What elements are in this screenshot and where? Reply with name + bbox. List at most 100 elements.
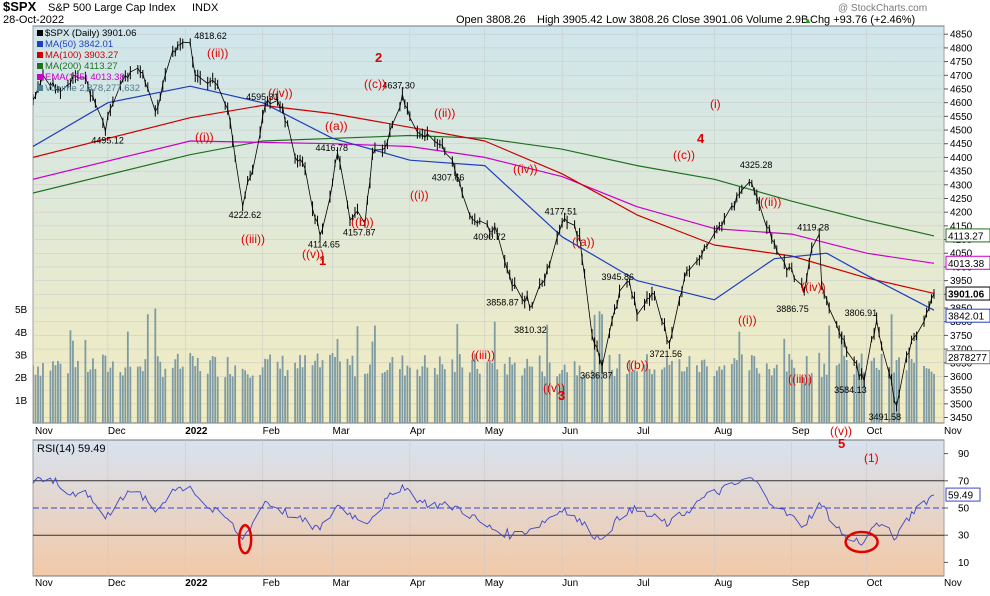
volume-bar [548,362,551,423]
volume-bar [441,364,444,423]
volume-bar [681,371,683,423]
volume-bar [631,371,633,423]
volume-bar [141,371,144,423]
volume-bar [626,374,628,423]
price-tick-label: 4200 [950,208,973,219]
volume-bar [696,365,698,423]
volume-bar [92,358,94,423]
price-tick-label: 4650 [950,84,973,95]
wave-label: ((a)) [325,119,348,133]
volume-bar [820,377,823,423]
volume-bar [933,373,935,423]
volume-bar [69,330,72,423]
volume-bar [735,360,738,423]
legend-entry: Volume 2,878,277,632 [45,83,140,94]
volume-bar [611,369,613,423]
volume-bar [773,368,776,423]
price-annotation: 3721.56 [649,349,682,359]
x-tick-label: Jun [562,426,578,437]
volume-bar [389,362,391,423]
volume-bar [154,308,157,423]
volume-bar [636,371,638,423]
volume-bar [666,357,668,423]
open-value: Open 3808.26 [456,14,526,26]
volume-bar [528,366,531,423]
price-tick-label: 4750 [950,57,973,68]
volume-bar [853,374,856,423]
exchange: INDX [192,2,219,14]
volume-bar [720,369,723,423]
volume-bar [805,356,808,423]
last-value-tag [945,228,990,243]
volume-bar [895,360,898,423]
wave-label: 1 [319,253,326,268]
last-value-tag [945,308,990,323]
volume-bar [164,368,167,423]
volume-bar [713,376,716,423]
volume-bar [436,374,439,423]
volume-bar [384,371,386,423]
volume-bar [181,366,184,423]
x-tick-label: Nov [35,426,53,437]
volume-bar [823,363,826,423]
volume-bar [311,365,314,423]
volume-bar [54,365,57,423]
volume-bar [39,375,42,423]
volume-bar [226,356,229,423]
volume-bar [653,369,656,423]
wave-labels: ((ii))((i))((iii))((iv))((v))1((a))((b))… [195,46,879,465]
volume-tag-label: 2878277 [948,353,987,364]
volume-bar [261,367,264,423]
ma200-line [33,134,935,237]
volume-bar [566,372,569,423]
rsi-x-tick-label: Nov [35,578,53,589]
price-annotation: 4177.51 [545,206,578,216]
volume-bar [478,373,481,423]
wave-label: 3 [558,388,565,403]
price-tick-label: 4150 [950,221,973,232]
price-tick-label: 3800 [950,317,973,328]
volume-bar [94,368,97,423]
x-tick-label: Apr [410,426,426,437]
volume-bar [613,376,616,423]
volume-bar [508,357,511,423]
volume-bar [374,325,376,423]
volume-bar [174,359,177,423]
volume-bar [750,355,753,423]
volume-bar [541,371,544,423]
price-panel [32,25,945,424]
x-tick-label: 2022 [185,426,208,437]
legend-entry: MA(200) 4113.27 [45,61,118,72]
price-annotation: 4090.72 [473,232,506,242]
volume-bar [109,367,112,423]
volume-bar [416,369,419,423]
price-annotation: 4818.62 [194,31,227,41]
volume-bar [663,367,666,423]
volume-bar [890,314,893,423]
rsi-legend: RSI(14) 59.49 [37,443,105,455]
volume-bar [52,361,54,423]
volume-bar [493,321,496,423]
volume-bar [364,373,366,423]
volume-bar [915,334,918,423]
price-annotation: 4157.87 [343,228,376,238]
volume-bar [825,374,828,423]
gridlines [32,26,945,576]
volume-bar [838,363,841,423]
volume-bar [546,324,549,423]
volume-bars [33,308,935,423]
volume-bar [930,371,933,423]
volume-bar [371,341,374,423]
volume-bar [608,354,611,423]
volume-bar [321,360,324,423]
volume-bar [598,311,601,423]
volume-bar [244,370,247,423]
volume-bar [77,360,79,423]
legend-swatch [37,41,43,47]
volume-bar [87,371,89,423]
volume-bar [279,368,281,423]
volume-bar [578,365,581,423]
index-name: S&P 500 Large Cap Index [48,2,176,14]
volume-bar [156,356,159,423]
volume-bar [386,370,389,423]
